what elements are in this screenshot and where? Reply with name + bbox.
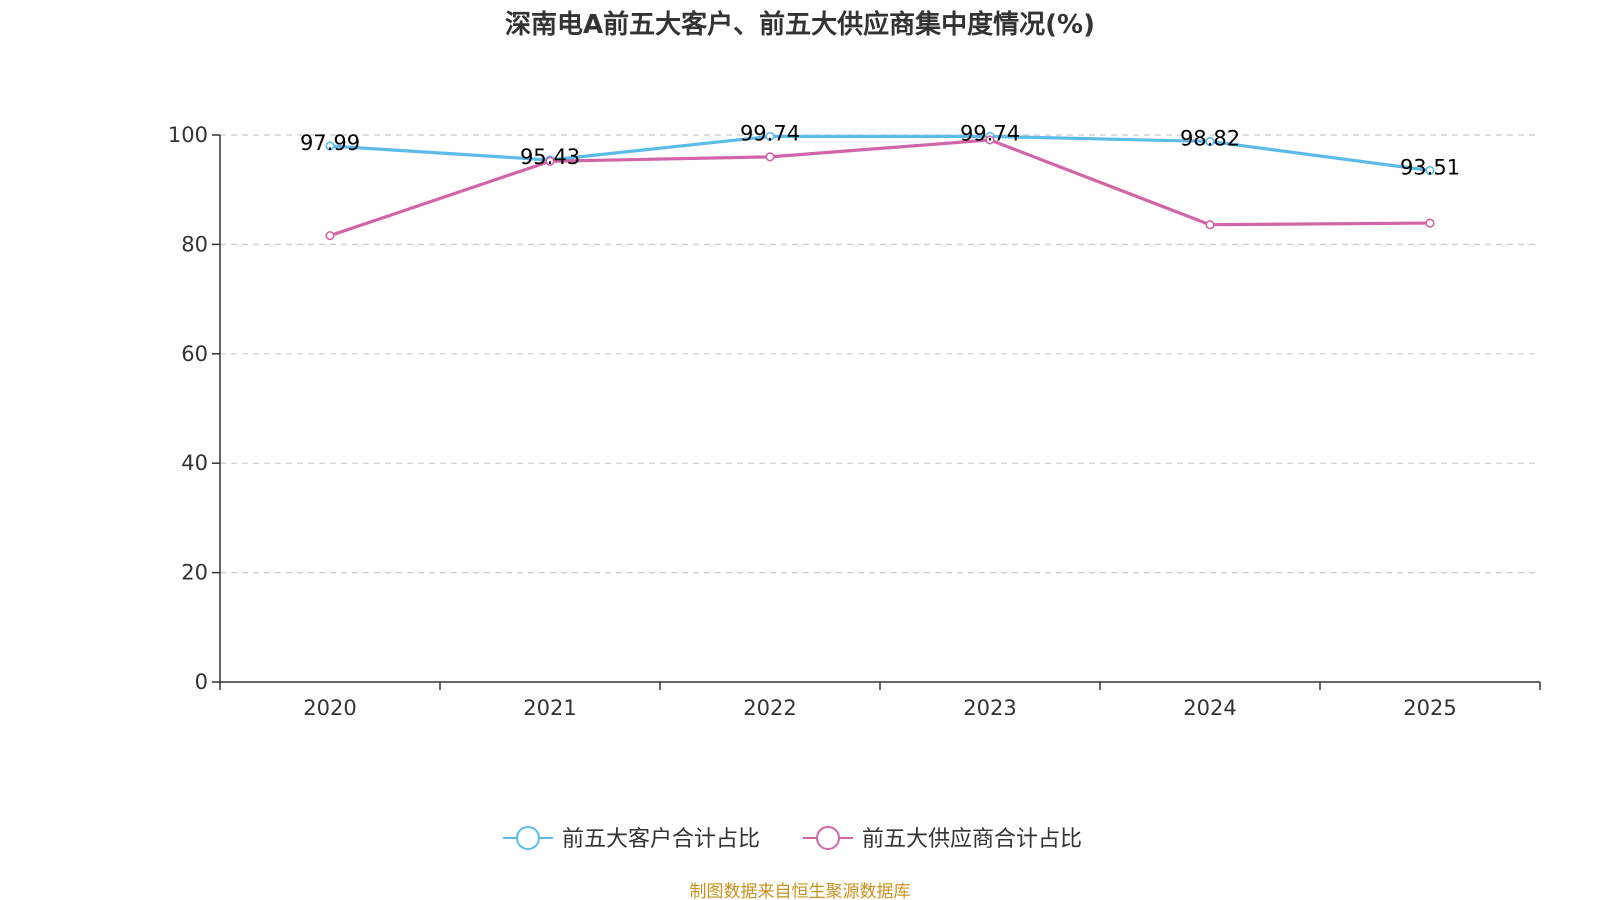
- y-tick-label: 80: [181, 232, 208, 256]
- series-line-1: [329, 138, 1431, 238]
- data-label-2025: 93.51: [1400, 156, 1460, 180]
- x-tick-label-2022: 2022: [743, 696, 796, 720]
- x-tick-label-2023: 2023: [963, 696, 1016, 720]
- series-1-point-2022: [765, 152, 775, 162]
- series-0-point-2025: [1425, 165, 1435, 176]
- series-0-point-2022: [765, 131, 775, 142]
- series-line-0: [329, 134, 1431, 173]
- series-1-point-2021: [545, 156, 555, 166]
- series-1-point-2020: [325, 231, 335, 241]
- data-label-2021: 95.43: [520, 145, 580, 169]
- y-tick-label: 60: [181, 342, 208, 366]
- y-tick-label: 0: [195, 670, 208, 694]
- data-labels: 97.99 95.43 99.74 99.74 98.82 93.51: [300, 121, 1460, 179]
- series: [325, 131, 1435, 241]
- y-tick-label: 20: [181, 561, 208, 585]
- legend-marker-icon: [516, 826, 540, 850]
- source-note: 制图数据来自恒生聚源数据库: [690, 882, 911, 900]
- legend-item-0: 前五大客户合计占比: [503, 826, 760, 852]
- legend-label: 前五大供应商合计占比: [862, 827, 1082, 852]
- y-tick-label: 40: [181, 451, 208, 475]
- x-tick-label-2025: 2025: [1403, 696, 1456, 720]
- data-label-2020: 97.99: [300, 131, 360, 155]
- legend-marker-icon: [816, 826, 840, 850]
- y-tick-label: 100: [168, 123, 208, 147]
- series-1-point-2023: [985, 135, 995, 145]
- legend: 前五大客户合计占比 前五大供应商合计占比: [503, 826, 1082, 852]
- axes: 0 20 40 60 80 100 2020 2021 2022 2023 2024 2025: [168, 123, 1541, 720]
- series-0-point-2020: [325, 141, 335, 151]
- legend-label: 前五大客户合计占比: [562, 827, 760, 852]
- data-label-2022: 99.74: [740, 121, 800, 145]
- series-1-point-2025: [1425, 218, 1435, 228]
- series-0-point-2024: [1205, 136, 1215, 147]
- x-tick-label-2024: 2024: [1183, 696, 1236, 720]
- series-1-point-2024: [1205, 220, 1215, 230]
- chart-title: 深南电A前五大客户、前五大供应商集中度情况(%): [505, 9, 1095, 40]
- x-tick-label-2020: 2020: [303, 696, 356, 720]
- grid: [220, 134, 1540, 574]
- data-label-2023: 99.74: [960, 121, 1020, 145]
- data-label-2024: 98.82: [1180, 126, 1240, 150]
- legend-item-1: 前五大供应商合计占比: [803, 826, 1082, 852]
- x-tick-label-2021: 2021: [523, 696, 576, 720]
